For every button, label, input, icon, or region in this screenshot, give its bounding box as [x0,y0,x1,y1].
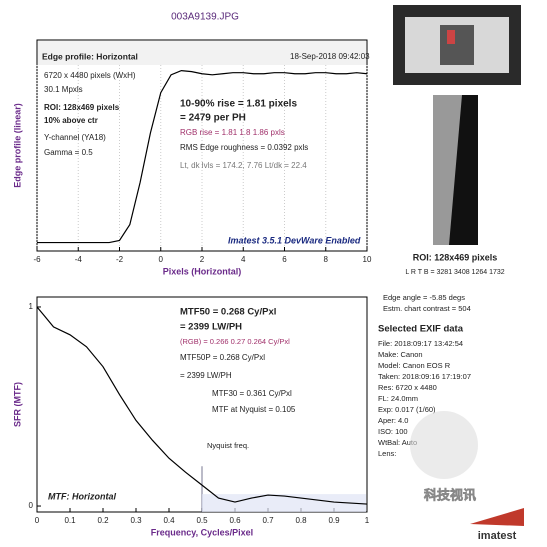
annotation: Lt, dk lvls = 174.2, 7.76 Lt/dk = 22.4 [180,161,307,170]
annotation: 6720 x 4480 pixels (WxH) [44,71,136,80]
y-tick-label: 1 [29,302,34,311]
exif-line: ISO: 100 [378,427,408,436]
x-tick-label: 2 [200,255,205,264]
plot-header [38,41,366,65]
x-tick-label: 0 [159,255,164,264]
exif-line: WtBal: Auto [378,438,417,447]
x-tick-label: 0.2 [97,516,109,525]
annotation: Imatest 3.5.1 DevWare Enabled [228,235,361,245]
annotation: ROI: 128x469 pixels [44,103,120,112]
exif-line: Make: Canon [378,350,423,359]
x-tick-label: 0.5 [196,516,208,525]
roi-lrtb: L R T B = 3281 3408 1264 1732 [405,269,504,276]
logo-mark [470,508,524,526]
annotation: MTF: Horizontal [48,491,116,501]
annotation: RMS Edge roughness = 0.0392 pxls [180,143,308,152]
nyquist-shade [202,494,366,512]
x-tick-label: 0.4 [163,516,175,525]
logo: imatest [478,530,517,542]
annotation: Gamma = 0.5 [44,148,93,157]
annotation: RGB rise = 1.81 1.8 1.86 pxls [180,128,285,137]
y-axis-label: Edge profile (linear) [12,103,22,188]
annotation: (RGB) = 0.266 0.27 0.264 Cy/Pxl [180,337,290,346]
x-tick-label: -4 [75,255,83,264]
edge-angle: Edge angle = -5.85 degs [383,293,465,302]
curve [37,69,368,244]
thumbnail-center [440,25,474,65]
x-tick-label: -2 [116,255,124,264]
y-axis-label: SFR (MTF) [12,382,22,427]
x-tick-label: 0.9 [328,516,340,525]
annotation: 10-90% rise = 1.81 pixels [180,99,297,110]
x-tick-label: 10 [363,255,372,264]
file-title: 003A9139.JPG [171,12,239,23]
exif-line: Res: 6720 x 4480 [378,383,437,392]
exif-title: Selected EXIF data [378,324,464,335]
exif-line: Lens: [378,449,396,458]
annotation: MTF50P = 0.268 Cy/Pxl [180,353,265,362]
exif-line: Exp: 0.017 (1/60) [378,405,436,414]
x-tick-label: 4 [241,255,246,264]
annotation: = 2399 LW/PH [180,371,232,380]
roi-dark-side [449,95,478,245]
x-tick-label: 6 [282,255,287,264]
exif-line: FL: 24.0mm [378,394,418,403]
curve [36,306,368,505]
thumbnail-patch [447,30,455,44]
chart-contrast: Estm. chart contrast = 504 [383,304,471,313]
y-tick-label: 0 [29,501,34,510]
x-axis-label: Pixels (Horizontal) [163,266,242,276]
annotation: MTF at Nyquist = 0.105 [212,405,296,414]
x-tick-label: 1 [365,516,370,525]
annotation: MTF50 = 0.268 Cy/Pxl [180,307,276,318]
x-tick-label: 0.1 [64,516,76,525]
exif-line: File: 2018:09:17 13:42:54 [378,339,463,348]
exif-line: Taken: 2018:09:16 17:19:07 [378,372,471,381]
x-axis-label: Frequency, Cycles/Pixel [151,527,253,537]
x-tick-label: 0.8 [295,516,307,525]
annotation: Edge profile: Horizontal [42,51,138,61]
annotation: 30.1 Mpxls [44,85,83,94]
exif-line: Aper: 4.0 [378,416,408,425]
exif-list: File: 2018:09:17 13:42:54 Make: Canon Mode… [378,339,471,458]
watermark-circle [410,411,478,479]
annotation: Nyquist freq. [207,441,249,450]
x-tick-label: 8 [324,255,329,264]
x-tick-label: 0.7 [262,516,274,525]
watermark: 科技视讯 [424,487,476,502]
annotation: MTF30 = 0.361 Cy/Pxl [212,389,292,398]
x-tick-label: 0.3 [130,516,142,525]
x-tick-label: -6 [33,255,41,264]
annotation: = 2479 per PH [180,113,246,124]
annotation: Y-channel (YA18) [44,133,106,142]
exif-line: Model: Canon EOS R [378,361,451,370]
annotation: 18-Sep-2018 09:42:03 [290,52,370,61]
x-tick-label: 0 [35,516,40,525]
x-tick-label: 0.6 [229,516,241,525]
roi-label: ROI: 128x469 pixels [413,252,498,262]
annotation: 10% above ctr [44,116,98,125]
annotation: = 2399 LW/PH [180,322,242,333]
